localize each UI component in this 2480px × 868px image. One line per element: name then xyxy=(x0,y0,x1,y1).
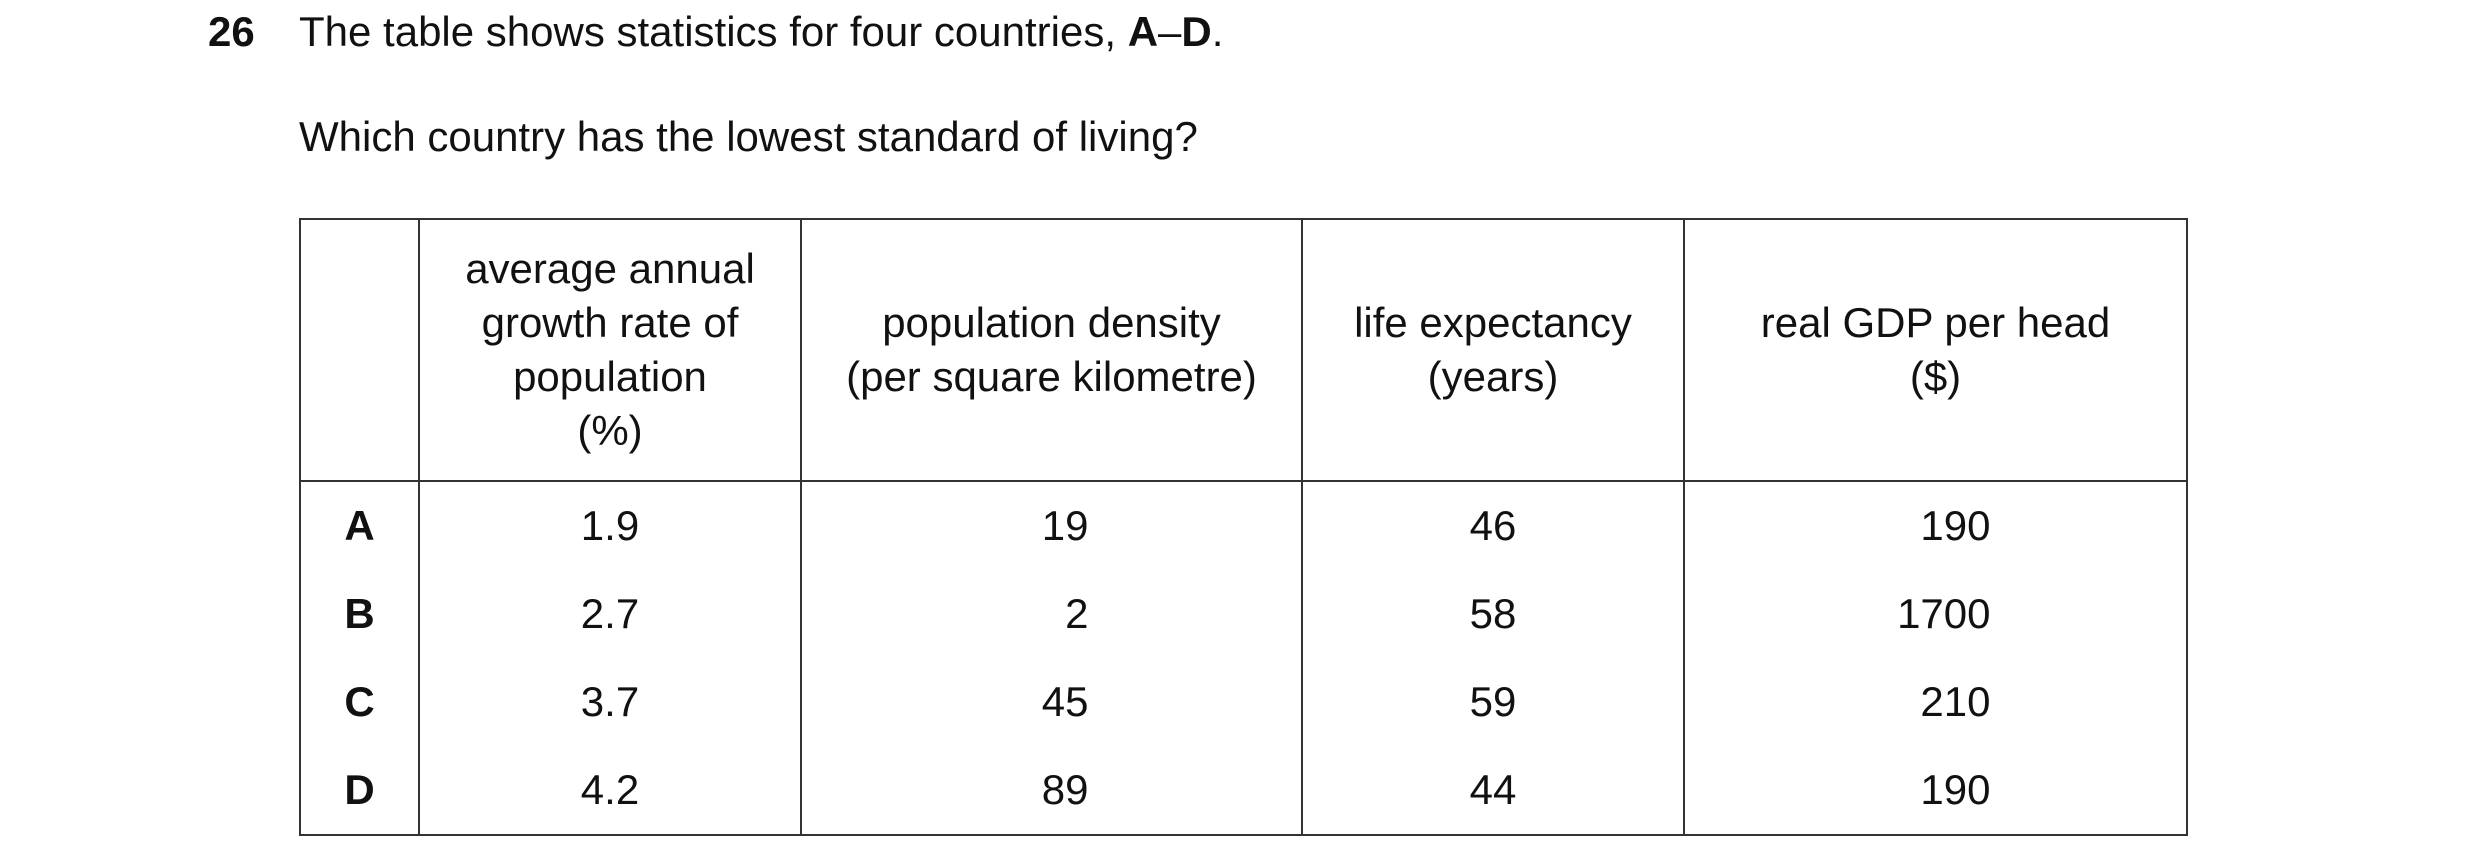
question-text: The table shows statistics for four coun… xyxy=(299,8,1223,56)
row-label: B xyxy=(299,570,420,658)
row-label: A xyxy=(299,481,420,570)
text-bold: A xyxy=(1127,8,1159,55)
header-cell: life expectancy (years) xyxy=(1301,218,1685,482)
header-row: average annual growth rate of population… xyxy=(299,218,2188,482)
header-cell: real GDP per head ($) xyxy=(1683,218,2188,482)
text: . xyxy=(1211,8,1224,55)
cell: 59 xyxy=(1301,658,1685,746)
cell: 190 xyxy=(1683,746,2188,836)
cell-value: 190 xyxy=(1920,502,1991,549)
cell: 46 xyxy=(1301,481,1685,570)
text: The table shows statistics for four coun… xyxy=(299,8,1128,55)
cell: 4.2 xyxy=(418,746,802,836)
table-row: C 3.7 45 59 210 xyxy=(299,658,2188,746)
header-cell: average annual growth rate of population… xyxy=(418,218,802,482)
text-bold: D xyxy=(1181,8,1212,55)
table-row: B 2.7 2 58 1700 xyxy=(299,570,2188,658)
cell: 58 xyxy=(1301,570,1685,658)
header-cell xyxy=(299,218,420,482)
header-cell: population density (per square kilometre… xyxy=(800,218,1303,482)
cell: 45 xyxy=(800,658,1303,746)
cell: 44 xyxy=(1301,746,1685,836)
cell: 1700 xyxy=(1683,570,2188,658)
question-number: 26 xyxy=(208,8,255,55)
cell-value: 45 xyxy=(1041,678,1089,725)
cell: 210 xyxy=(1683,658,2188,746)
row-label: C xyxy=(299,658,420,746)
stats-table: average annual growth rate of population… xyxy=(299,218,2188,836)
cell: 2 xyxy=(800,570,1303,658)
table-body: A 1.9 19 46 190 B 2.7 2 58 1700 C 3.7 45 59 210 D 4.2 89 4… xyxy=(299,481,2188,836)
text: – xyxy=(1158,8,1182,55)
cell-value: 89 xyxy=(1041,766,1089,813)
cell: 19 xyxy=(800,481,1303,570)
cell: 190 xyxy=(1683,481,2188,570)
row-label: D xyxy=(299,746,420,836)
cell-value: 2 xyxy=(1065,590,1089,637)
table-row: A 1.9 19 46 190 xyxy=(299,481,2188,570)
cell: 89 xyxy=(800,746,1303,836)
cell-value: 1700 xyxy=(1897,590,1991,637)
question-prompt: Which country has the lowest standard of… xyxy=(299,113,1198,160)
cell-value: 210 xyxy=(1920,678,1991,725)
table-header: average annual growth rate of population… xyxy=(299,218,2188,482)
cell: 2.7 xyxy=(418,570,802,658)
table-row: D 4.2 89 44 190 xyxy=(299,746,2188,836)
cell-value: 190 xyxy=(1920,766,1991,813)
cell: 1.9 xyxy=(418,481,802,570)
cell: 3.7 xyxy=(418,658,802,746)
cell-value: 19 xyxy=(1041,502,1089,549)
